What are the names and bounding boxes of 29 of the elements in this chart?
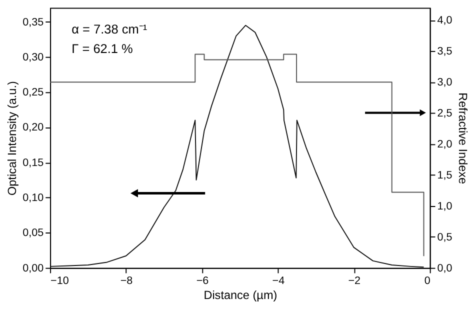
annotation: α = 7.38 cm⁻¹ [72,21,148,36]
x-axis-title: Distance (µm) [204,288,278,302]
y2-tick-label: 0,5 [437,231,452,244]
y2-tick-label: 4,0 [437,14,452,27]
y-tick-label: 0,15 [22,156,44,169]
annotation: Γ = 62.1 % [72,40,133,56]
y-tick-label: 0,30 [22,51,44,64]
y2-tick-label: 3,5 [437,46,452,58]
y2-tick-label: 0,0 [437,262,452,274]
y-tick-label: 0,25 [22,86,44,99]
x-tick-label: −4 [272,275,285,288]
x-tick-label: 0 [424,275,430,288]
y-tick-label: 0,00 [22,262,44,274]
x-tick-label: −2 [348,275,361,288]
y2-tick-label: 1,5 [437,169,452,182]
y2-tick-label: 2,0 [437,138,452,150]
line-series [50,24,424,268]
x-tick-label: −10 [50,275,69,288]
x-tick-label: −6 [196,275,209,288]
y2-axis-title: Refractive Indexe [456,92,470,185]
y-tick-label: 0,10 [22,192,44,204]
y2-tick-label: 3,0 [437,76,452,89]
y2-tick-label: 2,5 [437,107,452,120]
y2-tick-label: 1,0 [437,200,452,212]
y-tick-label: 0,20 [22,122,44,134]
y-tick-label: 0,05 [22,227,44,240]
y-tick-label: 0,35 [22,16,44,28]
x-tick-label: −8 [120,275,133,288]
y-axis-title: Optical Intensity (a.u.) [6,81,19,196]
